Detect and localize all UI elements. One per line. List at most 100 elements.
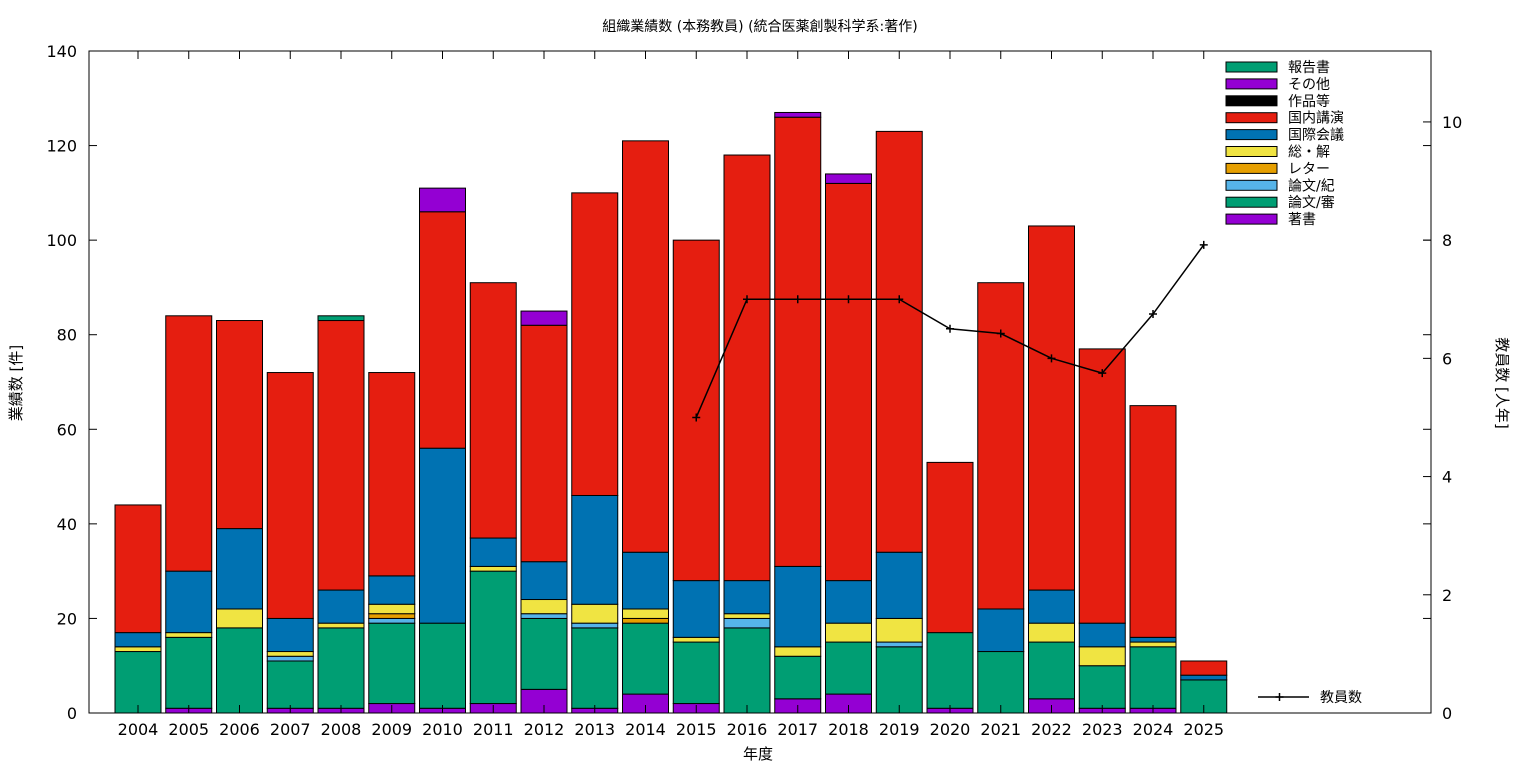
x-tick-label-2006: 2006 <box>219 720 260 739</box>
bar-segment-2012-8 <box>520 310 568 326</box>
x-axis-label: 年度 <box>743 745 773 763</box>
x-tick-label-2004: 2004 <box>118 720 159 739</box>
legend-label-0: 報告書 <box>1288 60 1330 76</box>
legend-line-marker <box>1275 693 1284 701</box>
bar-segment-2008-4 <box>317 622 365 629</box>
bar-segment-2005-4 <box>165 632 213 638</box>
x-tick-label-2016: 2016 <box>727 720 768 739</box>
bar-segment-2005-6 <box>165 315 213 572</box>
bar-segment-2013-1 <box>571 627 619 709</box>
bar-segment-2008-9 <box>317 315 365 322</box>
line-point-2021 <box>996 329 1005 338</box>
bar-segment-2010-1 <box>419 622 466 709</box>
legend-swatch-3 <box>1225 112 1278 124</box>
x-tick-label-2021: 2021 <box>980 720 1021 739</box>
line-point-2018 <box>844 295 853 304</box>
line-series-group <box>692 240 1208 422</box>
bar-segment-2004-1 <box>114 651 162 714</box>
y-tick-label-100: 100 <box>46 231 77 250</box>
y-tick-label-40: 40 <box>57 515 77 534</box>
bar-segment-2011-4 <box>469 565 517 572</box>
bar-segment-2022-4 <box>1028 622 1075 643</box>
bar-segment-2025-6 <box>1180 660 1228 676</box>
line-point-2020 <box>946 324 954 333</box>
y-tick-label-80: 80 <box>57 326 77 345</box>
line-point-2019 <box>895 295 904 304</box>
bar-segment-2022-5 <box>1028 589 1075 624</box>
line-point-2024 <box>1149 310 1157 319</box>
line-point-2017 <box>793 295 802 304</box>
bar-segment-2018-8 <box>825 173 872 184</box>
y-axis-ticks: 0 20 40 60 80 100 120 140 <box>46 42 1431 723</box>
bar-segment-2011-5 <box>469 537 517 567</box>
bar-segment-2025-5 <box>1180 674 1228 681</box>
legend-swatch-0 <box>1225 61 1278 73</box>
bar-segment-2004-6 <box>114 504 162 634</box>
x-tick-label-2007: 2007 <box>270 720 311 739</box>
legend-swatch-8 <box>1225 196 1278 208</box>
legend-label-4: 国際会議 <box>1288 127 1344 144</box>
y2-tick-label-0: 0 <box>1442 704 1452 723</box>
bar-segment-2009-1 <box>368 622 416 705</box>
bar-segment-2007-4 <box>266 651 314 657</box>
bars-group <box>114 111 1228 714</box>
bar-segment-2018-5 <box>825 580 872 624</box>
bar-segment-2021-1 <box>977 651 1025 714</box>
bar-segment-2009-6 <box>368 372 416 577</box>
x-tick-label-2024: 2024 <box>1133 720 1174 739</box>
x-tick-label-2019: 2019 <box>879 720 920 739</box>
bar-segment-2013-2 <box>571 622 619 629</box>
bar-segment-2012-5 <box>520 561 568 601</box>
x-tick-label-2017: 2017 <box>777 720 818 739</box>
y2-axis-label: 教員数 [人年] <box>1493 337 1511 428</box>
bar-segment-2024-4 <box>1129 641 1177 648</box>
y2-tick-label-2: 2 <box>1442 586 1452 605</box>
y2-tick-label-4: 4 <box>1442 468 1452 487</box>
bar-segment-2012-2 <box>520 613 568 619</box>
legend-label-1: その他 <box>1288 77 1330 93</box>
bar-segment-2007-5 <box>266 617 314 653</box>
bar-segment-2020-1 <box>926 632 974 709</box>
legend-label-6: レター <box>1288 161 1330 177</box>
bar-segment-2005-1 <box>165 636 213 709</box>
x-tick-label-2010: 2010 <box>422 720 463 739</box>
line-point-2015 <box>692 413 701 422</box>
bar-segment-2018-4 <box>825 622 872 643</box>
bar-segment-2009-5 <box>368 575 416 605</box>
bar-segment-2007-6 <box>266 372 314 619</box>
y2-tick-label-6: 6 <box>1442 349 1452 368</box>
bar-segment-2006-5 <box>216 528 263 610</box>
x-tick-label-2009: 2009 <box>371 720 412 739</box>
legend-swatch-9 <box>1225 213 1278 225</box>
y-tick-label-0: 0 <box>67 704 77 723</box>
bar-segment-2014-3 <box>622 617 669 624</box>
y-tick-label-60: 60 <box>57 420 77 439</box>
legend-swatch-7 <box>1225 179 1278 191</box>
bar-segment-2023-5 <box>1078 622 1126 648</box>
bar-segment-2010-6 <box>419 211 466 449</box>
legend-label-2: 作品等 <box>1288 93 1330 110</box>
bar-segment-2014-6 <box>622 140 669 553</box>
bar-segment-2022-1 <box>1028 641 1075 700</box>
bar-segment-2010-5 <box>419 447 466 624</box>
x-tick-label-2018: 2018 <box>828 720 869 739</box>
bar-segment-2013-4 <box>571 603 619 624</box>
legend-label-7: 論文/紀 <box>1288 178 1335 194</box>
legend-swatch-5 <box>1225 146 1278 157</box>
bar-segment-2015-5 <box>672 580 720 638</box>
x-tick-label-2013: 2013 <box>574 720 615 739</box>
bar-segment-2006-4 <box>216 608 263 629</box>
bar-segment-2015-1 <box>672 641 720 705</box>
bar-segment-2016-1 <box>723 627 771 714</box>
bar-segment-2016-5 <box>723 580 771 615</box>
y-tick-label-20: 20 <box>57 609 77 628</box>
x-tick-label-2025: 2025 <box>1183 720 1224 739</box>
bar-segment-2011-1 <box>469 570 517 705</box>
bar-segment-2022-6 <box>1028 225 1075 591</box>
x-tick-label-2008: 2008 <box>321 720 362 739</box>
y2-axis-ticks: 0 2 4 6 8 10 <box>1423 113 1462 723</box>
legend-label-line: 教員数 <box>1320 690 1362 706</box>
bar-segment-2021-5 <box>977 608 1025 653</box>
